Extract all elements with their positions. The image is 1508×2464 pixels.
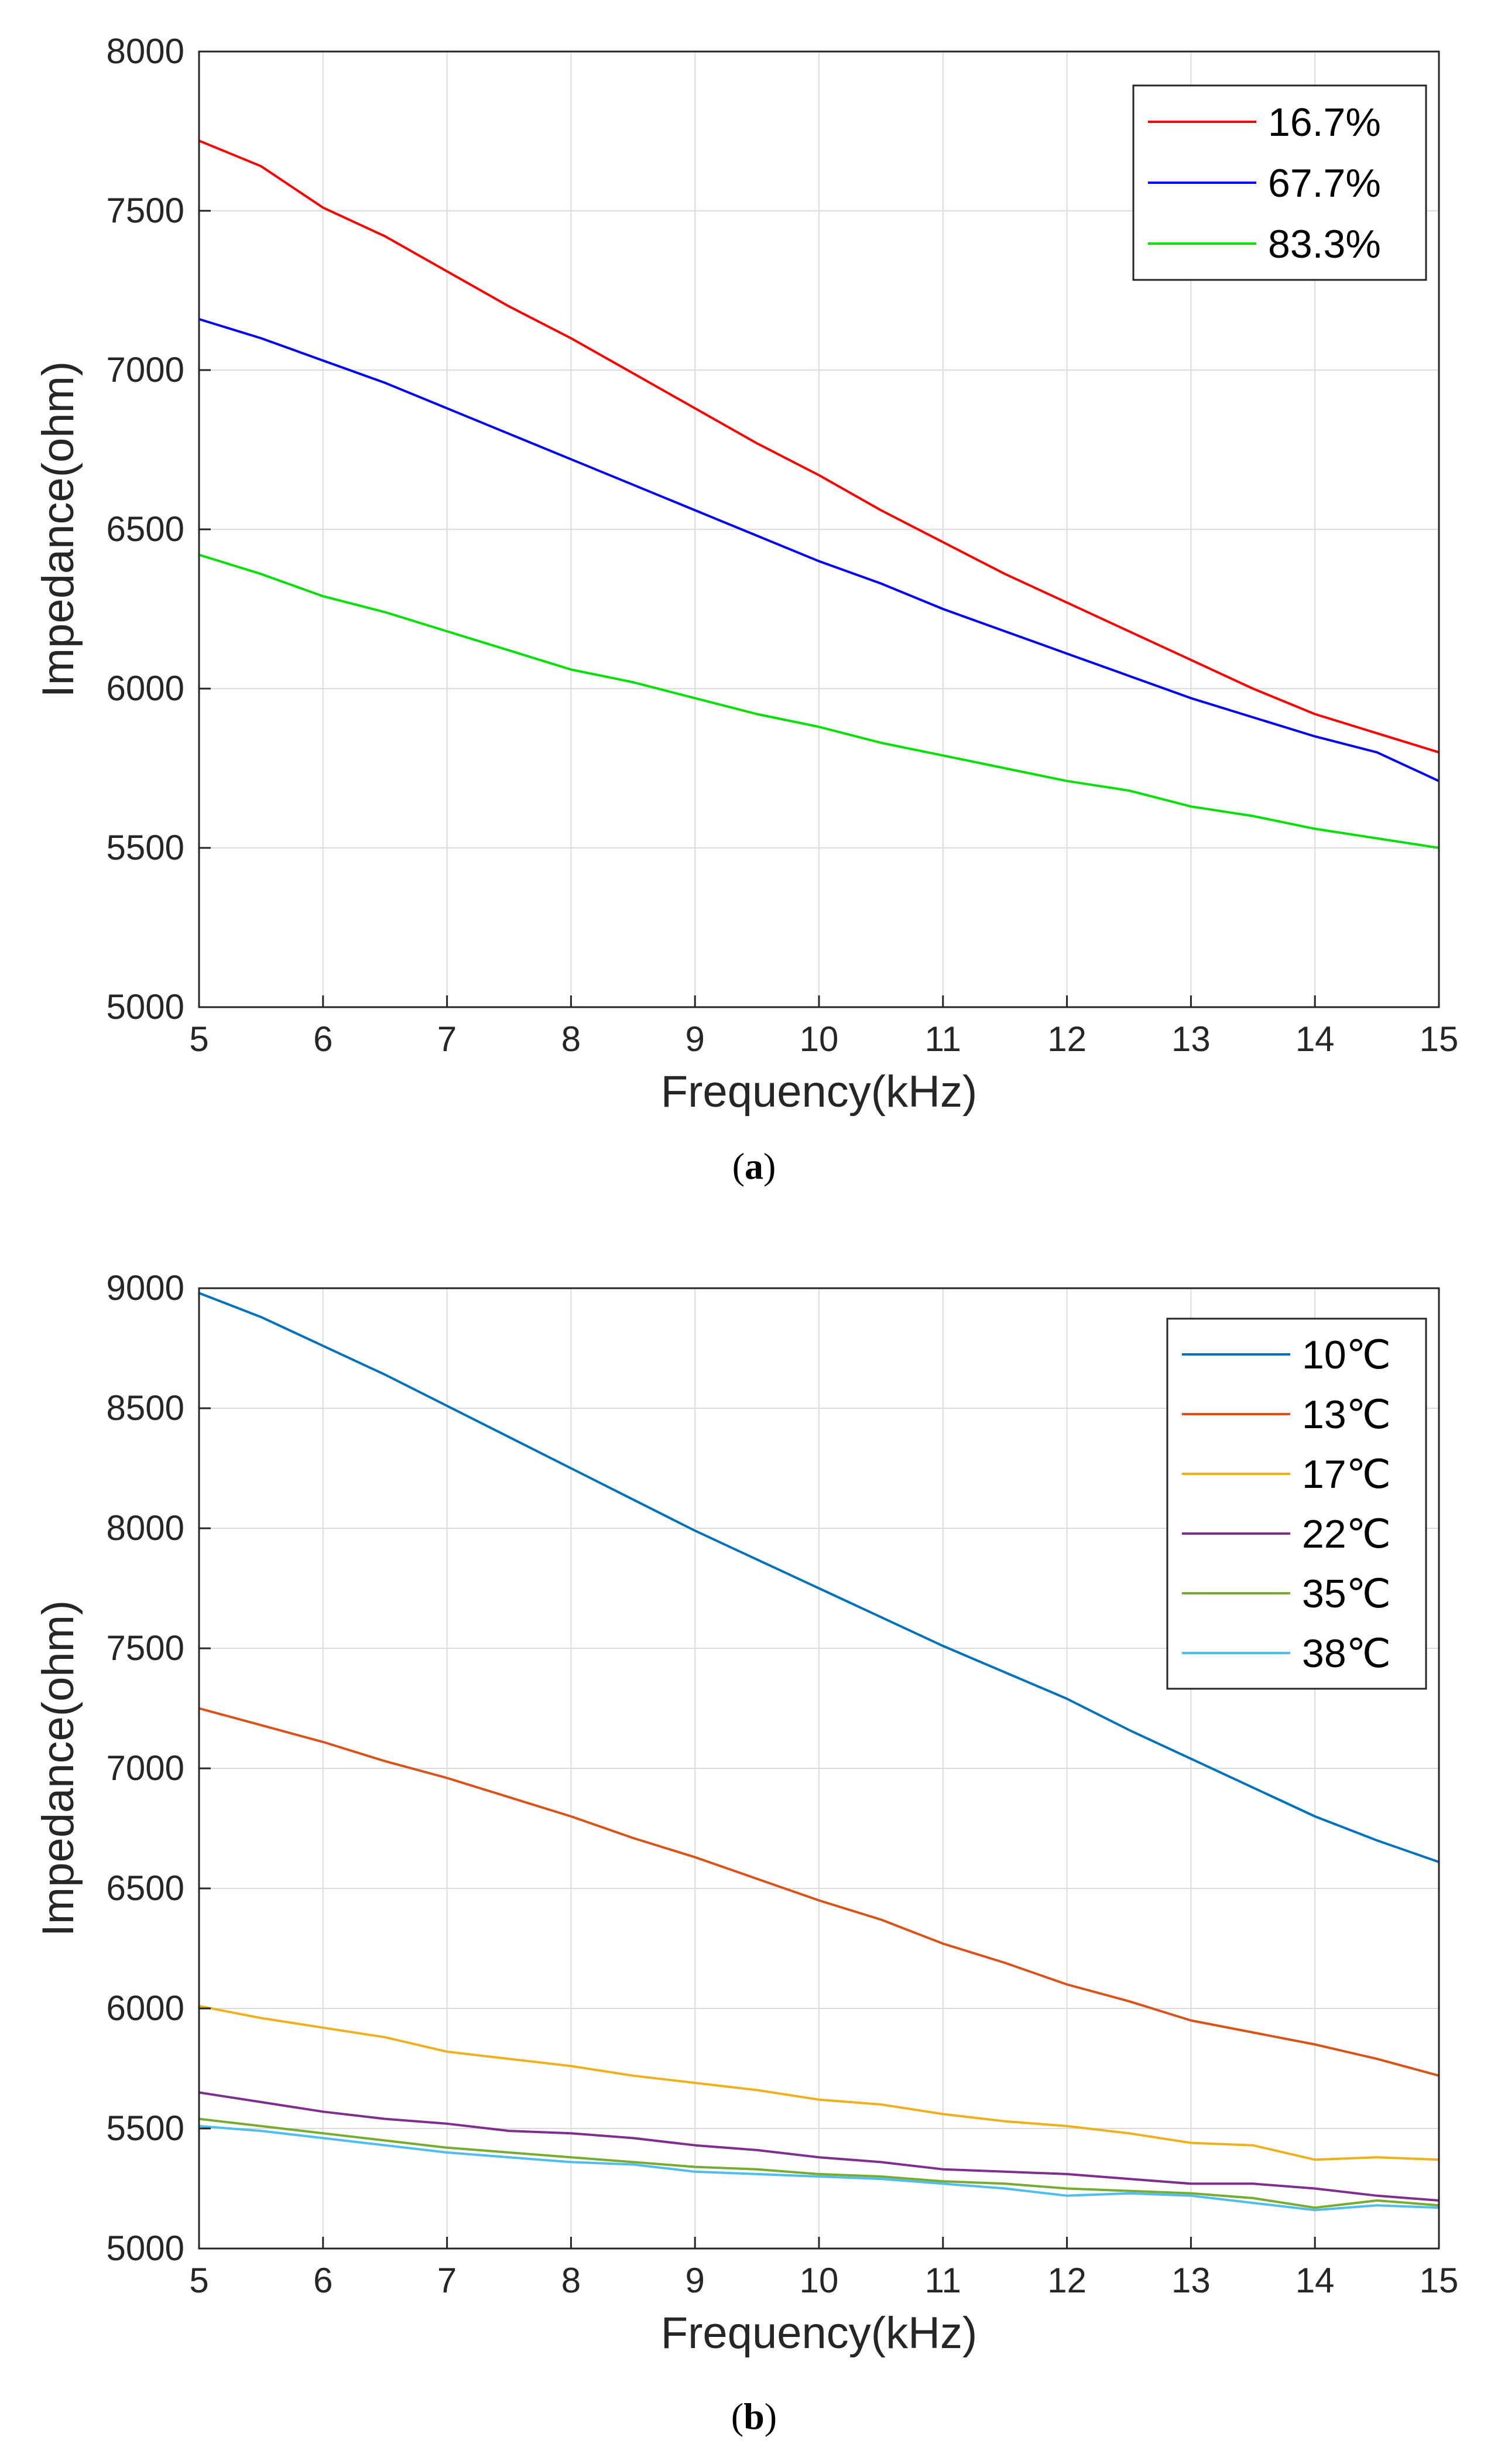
y-tick-label: 6000 (107, 1989, 184, 2028)
legend-box (1166, 1317, 1427, 1690)
legend-entry-label: 83.3% (1268, 222, 1381, 266)
x-axis-label: Frequency(kHz) (661, 1067, 978, 1117)
y-tick-label: 6000 (107, 669, 184, 708)
series-line-1 (198, 139, 1440, 754)
y-tick-label: 7000 (107, 1748, 184, 1788)
y-tick-label: 6500 (107, 509, 184, 549)
x-tick-label: 10 (800, 2261, 839, 2300)
chart-panel-a: 5 6 7 8 9 10 11 12 13 14 15 5000 5500 6000 6500 7000 750… (33, 32, 1459, 1117)
y-axis-label: Impedance(ohm) (33, 1600, 83, 1937)
x-tick-label: 13 (1171, 1019, 1211, 1059)
chart-panel-b: 5 6 7 8 9 10 11 12 13 14 15 5000 5500 6000 6500 7000 750… (33, 1268, 1459, 2358)
x-tick-label: 14 (1295, 2261, 1335, 2300)
x-tick-label: 11 (925, 2261, 961, 2300)
x-tick-label: 5 (189, 1019, 208, 1059)
panel-caption-b: (b) (731, 2395, 777, 2437)
x-tick-label: 9 (686, 2261, 705, 2300)
x-tick-label: 11 (925, 1019, 961, 1059)
y-tick-label: 5500 (107, 828, 184, 867)
series-line-4 (198, 2091, 1440, 2202)
x-tick-label: 15 (1420, 2261, 1459, 2300)
series-line-2 (198, 1707, 1440, 2077)
series-line-6 (198, 2124, 1440, 2212)
x-tick-label: 6 (313, 2261, 333, 2300)
y-tick-label: 6500 (107, 1868, 184, 1908)
x-axis-label: Frequency(kHz) (661, 2308, 978, 2358)
x-tick-label: 8 (561, 1019, 581, 1059)
x-tick-label: 8 (561, 2261, 581, 2300)
series-line-3 (198, 553, 1440, 849)
x-tick-label: 9 (686, 1019, 705, 1059)
legend-entry-label: 35℃ (1302, 1572, 1391, 1616)
legend-entry-label: 10℃ (1302, 1333, 1391, 1377)
panel-label-b: b (743, 2395, 765, 2437)
legend-entry-label: 13℃ (1302, 1392, 1391, 1437)
legend-entry-label: 17℃ (1302, 1452, 1391, 1497)
y-tick-label: 8000 (107, 1508, 184, 1548)
x-tick-label: 7 (437, 2261, 457, 2300)
series-line-2 (198, 318, 1440, 782)
x-tick-label: 13 (1171, 2261, 1211, 2300)
y-tick-label: 5500 (107, 2109, 184, 2148)
legend-entry-label: 38℃ (1302, 1631, 1391, 1676)
x-tick-label: 15 (1420, 1019, 1459, 1059)
panel-label-a: a (745, 1145, 763, 1187)
y-tick-label: 7500 (107, 191, 184, 230)
x-tick-label: 12 (1047, 2261, 1087, 2300)
y-tick-label: 5000 (107, 2229, 184, 2268)
y-tick-label: 8500 (107, 1388, 184, 1428)
y-tick-label: 7000 (107, 350, 184, 389)
y-axis-label: Impedance(ohm) (33, 361, 83, 698)
panel-caption-a: (a) (732, 1145, 776, 1187)
x-tick-label: 12 (1047, 1019, 1087, 1059)
y-tick-label: 9000 (107, 1268, 184, 1308)
x-tick-label: 6 (313, 1019, 333, 1059)
series-line-5 (198, 2117, 1440, 2209)
x-tick-label: 5 (189, 2261, 208, 2300)
series-line-1 (198, 1292, 1440, 1863)
legend-entry-label: 16.7% (1268, 100, 1381, 145)
y-tick-label: 8000 (107, 32, 184, 71)
series-line-3 (198, 2004, 1440, 2161)
x-tick-label: 10 (800, 1019, 839, 1059)
legend-entry-label: 22℃ (1302, 1512, 1391, 1556)
x-tick-label: 14 (1295, 1019, 1335, 1059)
y-tick-label: 7500 (107, 1628, 184, 1668)
legend-entry-label: 67.7% (1268, 161, 1381, 206)
y-tick-label: 5000 (107, 987, 184, 1026)
x-tick-label: 7 (437, 1019, 457, 1059)
